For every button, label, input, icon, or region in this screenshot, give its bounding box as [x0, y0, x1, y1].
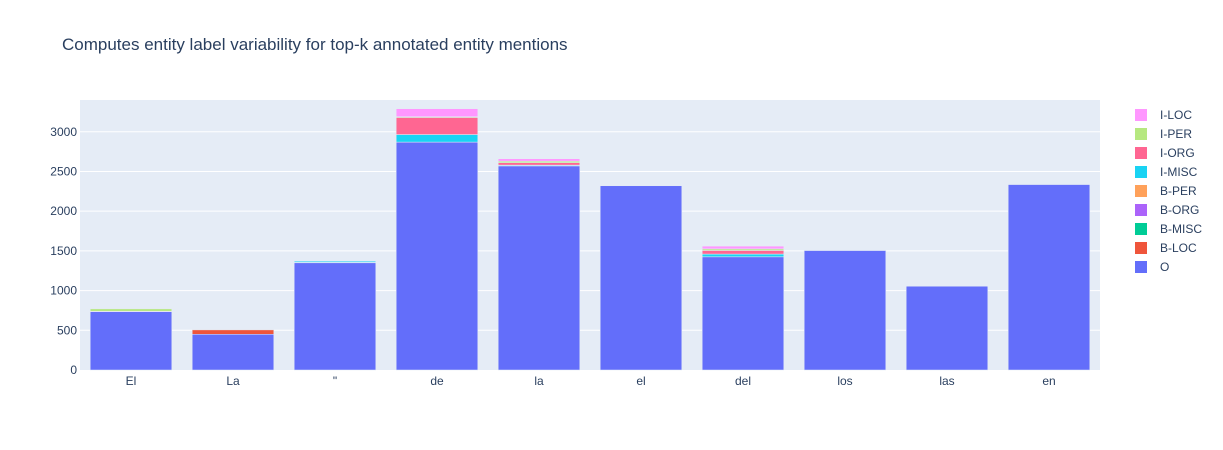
legend-swatch	[1135, 261, 1147, 273]
bar-segment	[293, 260, 377, 263]
legend-label: I-PER	[1160, 127, 1192, 141]
legend-label: O	[1160, 260, 1169, 274]
legend-swatch	[1135, 185, 1147, 197]
legend-item[interactable]: I-LOC	[1135, 108, 1192, 122]
x-tick-label: La	[226, 374, 240, 388]
legend-swatch	[1135, 242, 1147, 254]
legend: I-LOC I-PER I-ORG I-MISC B-PER B-ORG B-MISC B-L…	[1135, 108, 1202, 274]
bar-segment	[701, 250, 785, 255]
bar-segment	[497, 165, 581, 371]
legend-item[interactable]: I-MISC	[1135, 165, 1198, 179]
legend-swatch	[1135, 109, 1147, 121]
legend-item[interactable]: B-LOC	[1135, 241, 1197, 255]
x-tick-label: el	[636, 374, 645, 388]
x-tick-label: los	[837, 374, 852, 388]
y-tick-label: 500	[57, 323, 77, 337]
y-tick-label: 2500	[50, 164, 77, 178]
x-tick-label: en	[1042, 374, 1055, 388]
legend-item[interactable]: B-ORG	[1135, 203, 1199, 217]
legend-label: I-MISC	[1160, 165, 1198, 179]
legend-item[interactable]: O	[1135, 260, 1169, 274]
y-tick-label: 2000	[50, 204, 77, 218]
legend-swatch	[1135, 166, 1147, 178]
chart-title: Computes entity label variability for to…	[62, 35, 568, 54]
bar-segment	[191, 334, 275, 371]
legend-swatch	[1135, 204, 1147, 216]
legend-item[interactable]: B-PER	[1135, 184, 1197, 198]
legend-label: B-LOC	[1160, 241, 1197, 255]
legend-swatch	[1135, 147, 1147, 159]
legend-label: I-LOC	[1160, 108, 1192, 122]
legend-label: B-ORG	[1160, 203, 1199, 217]
x-tick-label: la	[534, 374, 544, 388]
x-tick-label: El	[126, 374, 137, 388]
bar-segment	[395, 134, 479, 143]
y-tick-label: 3000	[50, 125, 77, 139]
legend-swatch	[1135, 223, 1147, 235]
bar-segment	[89, 311, 173, 371]
bar-segment	[701, 245, 785, 250]
legend-swatch	[1135, 128, 1147, 140]
x-tick-label: las	[939, 374, 954, 388]
bar-segment	[701, 253, 785, 258]
y-tick-label: 1000	[50, 284, 77, 298]
bar-segment	[497, 162, 581, 166]
legend-item[interactable]: B-MISC	[1135, 222, 1202, 236]
bar-segment	[395, 141, 479, 371]
legend-item[interactable]: I-PER	[1135, 127, 1192, 141]
bar-segment	[905, 285, 989, 371]
legend-label: I-ORG	[1160, 146, 1195, 160]
x-tick-label: de	[430, 374, 444, 388]
bars	[89, 108, 1091, 371]
bar-segment	[701, 256, 785, 371]
bar-segment	[395, 108, 479, 117]
x-axis-ticks: El La " de la el del los las en	[126, 374, 1056, 388]
legend-label: B-PER	[1160, 184, 1197, 198]
bar-segment	[89, 308, 173, 312]
legend-item[interactable]: I-ORG	[1135, 146, 1195, 160]
bar-segment	[599, 185, 683, 371]
x-tick-label: "	[333, 374, 337, 388]
bar-segment	[293, 262, 377, 371]
y-tick-label: 1500	[50, 244, 77, 258]
legend-label: B-MISC	[1160, 222, 1202, 236]
bar-segment	[1007, 184, 1091, 371]
x-tick-label: del	[735, 374, 751, 388]
y-tick-label: 0	[70, 363, 77, 377]
bar-segment	[803, 250, 887, 371]
bar-segment	[191, 329, 275, 335]
y-axis-ticks: 0 500 1000 1500 2000 2500 3000	[50, 125, 77, 377]
bar-segment	[395, 117, 479, 135]
bar-segment	[497, 158, 581, 162]
